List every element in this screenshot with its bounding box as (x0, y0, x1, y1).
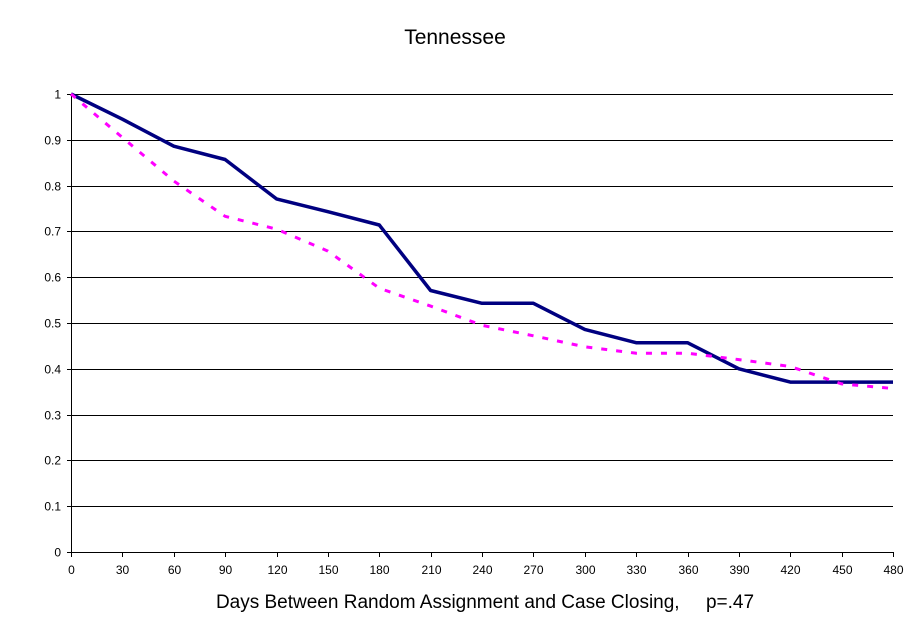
x-tick-label: 0 (68, 563, 75, 577)
x-tick-label: 390 (729, 563, 749, 577)
y-axis-ticks: 0 0.1 0.2 0.3 0.4 0.5 0.6 0.7 0.8 0.9 1 (44, 88, 71, 560)
x-tick-label: 360 (678, 563, 698, 577)
x-tick-label: 150 (318, 563, 338, 577)
y-tick-label: 0.4 (44, 363, 61, 377)
chart-title: Tennessee (404, 26, 506, 49)
x-tick-label: 210 (421, 563, 441, 577)
series-solid-navy (70, 92, 893, 384)
x-tick-label: 90 (219, 563, 233, 577)
x-tick-label: 270 (523, 563, 543, 577)
data-series (70, 92, 894, 390)
x-tick-label: 300 (575, 563, 595, 577)
y-tick-label: 0.9 (44, 134, 61, 148)
y-tick-label: 0.5 (44, 317, 61, 331)
x-tick-label: 240 (472, 563, 492, 577)
y-tick-label: 0.1 (44, 500, 61, 514)
y-tick-label: 0.3 (44, 409, 61, 423)
x-tick-label: 420 (780, 563, 800, 577)
x-tick-label: 30 (116, 563, 130, 577)
x-tick-label: 450 (832, 563, 852, 577)
gridlines (71, 94, 893, 507)
y-tick-label: 0.6 (44, 271, 61, 285)
y-tick-label: 0 (54, 546, 61, 560)
y-tick-label: 1 (54, 88, 61, 102)
y-tick-label: 0.7 (44, 225, 61, 239)
y-tick-label: 0.8 (44, 180, 61, 194)
x-tick-label: 480 (883, 563, 903, 577)
x-tick-label: 330 (626, 563, 646, 577)
series-dashed-magenta (70, 92, 894, 390)
y-tick-label: 0.2 (44, 454, 61, 468)
x-tick-label: 120 (267, 563, 287, 577)
x-tick-label: 180 (369, 563, 389, 577)
x-axis-label: Days Between Random Assignment and Case … (215, 592, 755, 613)
x-axis-ticks: 0 30 60 90 120 150 180 210 240 270 300 330 360 390 420… (68, 552, 904, 577)
x-tick-label: 60 (168, 563, 182, 577)
